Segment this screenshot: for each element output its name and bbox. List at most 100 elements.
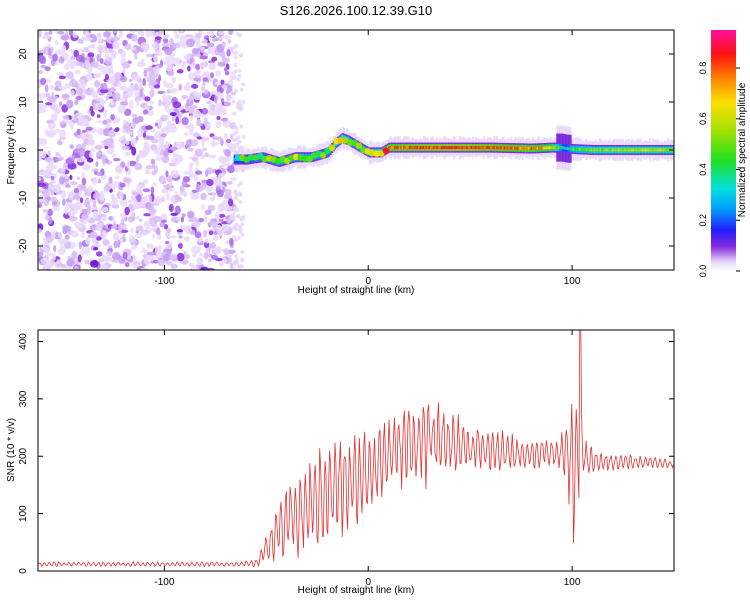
noise-blob (234, 88, 239, 93)
noise-blob (202, 80, 206, 87)
noise-blob (130, 161, 137, 165)
noise-blob (81, 129, 88, 133)
noise-blob (240, 222, 245, 227)
ridge-core (389, 146, 392, 150)
noise-blob (167, 70, 175, 77)
noise-blob (77, 254, 82, 263)
noise-blob (142, 132, 147, 138)
noise-blob (134, 88, 141, 98)
ridge-core (605, 148, 608, 152)
ridge-core (637, 148, 640, 152)
noise-blob (120, 86, 125, 91)
noise-blob (65, 184, 71, 188)
noise-blob (199, 55, 208, 60)
noise-blob (119, 213, 127, 219)
noise-blob (57, 248, 66, 255)
noise-blob (159, 30, 164, 35)
noise-blob (112, 30, 118, 33)
ridge-core (497, 146, 500, 150)
ridge-core (592, 148, 595, 152)
y-tick-label: 400 (18, 333, 29, 350)
noise-blob (225, 138, 232, 144)
ridge-core (458, 146, 461, 150)
ridge-core (595, 148, 598, 152)
noise-blob (135, 230, 140, 234)
ridge-blob (319, 152, 327, 159)
noise-blob (145, 135, 155, 140)
noise-blob (111, 153, 117, 159)
noise-blob (64, 64, 70, 71)
noise-blob (69, 144, 74, 149)
noise-blob (203, 251, 209, 260)
noise-blob (117, 239, 121, 248)
noise-blob (170, 146, 178, 151)
ridge-core (560, 146, 563, 150)
noise-blob (182, 176, 190, 183)
ridge-core (650, 148, 653, 152)
noise-blob (81, 163, 91, 171)
noise-blob (94, 80, 101, 88)
noise-blob (61, 45, 67, 53)
noise-blob (234, 254, 239, 259)
noise-blob (200, 136, 208, 143)
noise-blob (96, 114, 101, 118)
noise-blob (85, 126, 93, 131)
noise-blob (166, 192, 170, 201)
noise-blob (161, 42, 171, 47)
noise-blob (208, 258, 212, 263)
noise-blob (87, 45, 91, 50)
noise-blob (147, 256, 156, 261)
noise-blob (176, 229, 183, 233)
ridge-core (607, 148, 610, 152)
ridge-core (545, 146, 548, 150)
noise-blob (189, 195, 199, 200)
ridge-core (233, 158, 236, 162)
noise-blob (218, 36, 223, 42)
noise-blob (52, 206, 60, 212)
noise-blob (233, 196, 238, 200)
noise-blob (200, 107, 209, 115)
noise-blob (50, 175, 55, 181)
colorbar-tick-label: 0.2 (698, 214, 708, 227)
noise-blob (145, 164, 154, 170)
ridge-core (635, 148, 638, 152)
ridge-core (532, 147, 535, 150)
noise-blob (69, 79, 78, 87)
noise-blob (81, 221, 87, 225)
noise-blob (179, 192, 188, 196)
noise-blob (163, 103, 170, 112)
noise-blob (45, 247, 49, 256)
noise-blob (152, 234, 156, 239)
noise-blob (202, 77, 208, 82)
spectrogram-noise-region (38, 30, 246, 270)
noise-blob (241, 99, 246, 104)
ridge-core (398, 146, 401, 150)
ridge-core (535, 146, 538, 150)
noise-blob (154, 123, 159, 127)
noise-blob (84, 37, 94, 41)
ridge-core (647, 148, 650, 152)
noise-blob (200, 266, 209, 270)
noise-blob (239, 124, 244, 129)
noise-blob (145, 201, 152, 210)
ridge-core (667, 148, 670, 152)
noise-blob (119, 75, 128, 83)
noise-blob (196, 118, 202, 127)
ridge-core (529, 147, 532, 150)
noise-blob (144, 104, 150, 111)
noise-blob (55, 152, 60, 157)
noise-blob (130, 228, 134, 233)
noise-blob (50, 113, 58, 122)
snr-frame (37, 329, 675, 572)
noise-blob (132, 191, 141, 196)
noise-blob (223, 249, 230, 256)
ridge-core (433, 146, 436, 150)
ridge-core (649, 148, 652, 152)
noise-blob (158, 74, 162, 82)
ridge-core (505, 146, 508, 150)
noise-blob (111, 181, 119, 186)
noise-blob (78, 147, 86, 157)
noise-blob (143, 70, 148, 77)
ridge-core (569, 147, 572, 151)
noise-blob (207, 42, 215, 48)
